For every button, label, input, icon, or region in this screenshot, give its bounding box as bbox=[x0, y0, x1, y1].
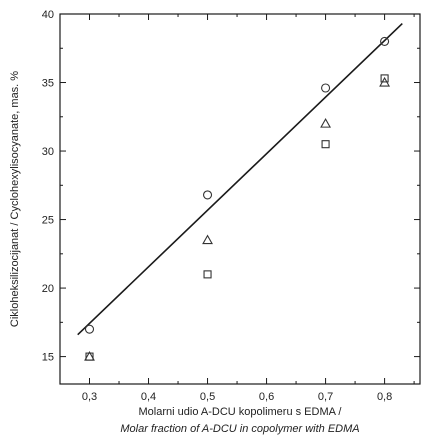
y-axis-label: Cikloheksilizocijanat / Cyclohexylisocya… bbox=[9, 71, 21, 327]
fit-line bbox=[77, 23, 403, 336]
y-tick-label: 20 bbox=[42, 283, 54, 295]
square-marker bbox=[85, 352, 94, 361]
y-tick-label: 40 bbox=[42, 9, 54, 21]
square-marker bbox=[380, 74, 389, 83]
plot-frame bbox=[59, 13, 421, 385]
x-tick-label: 0,5 bbox=[200, 391, 215, 403]
circle-marker bbox=[202, 190, 213, 200]
y-tick-label: 15 bbox=[42, 352, 54, 364]
triangle-marker bbox=[202, 234, 213, 245]
x-axis-label: Molarni udio A-DCU kopolimeru s EDMA / bbox=[139, 406, 343, 418]
y-tick-label: 30 bbox=[42, 146, 54, 158]
data-markers bbox=[84, 36, 391, 361]
square-marker bbox=[203, 270, 212, 279]
circle-marker bbox=[84, 324, 95, 334]
x-tick-label: 0,3 bbox=[82, 391, 97, 403]
x-axis-ticks: 0,3 0,4 0,5 0,6 0,7 0,8 bbox=[59, 14, 415, 403]
x-tick-label: 0,4 bbox=[141, 391, 156, 403]
fit-line-group bbox=[77, 23, 403, 336]
x-tick-label: 0,8 bbox=[377, 391, 392, 403]
circle-marker bbox=[321, 83, 331, 93]
triangle-marker bbox=[320, 118, 332, 128]
square-marker bbox=[321, 140, 330, 149]
y-tick-label: 25 bbox=[42, 215, 54, 227]
circle-marker bbox=[380, 36, 390, 46]
x-tick-label: 0,7 bbox=[318, 391, 333, 403]
x-axis-label-english: Molar fraction of A-DCU in copolymer wit… bbox=[120, 423, 359, 435]
y-tick-label: 35 bbox=[42, 78, 54, 90]
x-tick-label: 0,6 bbox=[259, 391, 274, 403]
y-axis-ticks: 15 20 25 30 35 40 bbox=[42, 9, 420, 364]
